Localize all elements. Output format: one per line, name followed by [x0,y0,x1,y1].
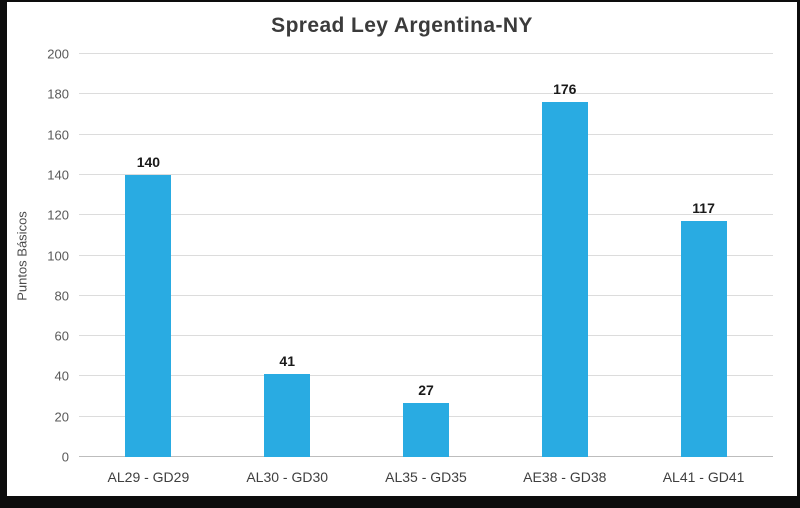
y-axis-label: Puntos Básicos [14,210,30,301]
bar [264,374,311,457]
bar-slot: 117 [634,54,773,457]
y-tick-label-180: 180 [47,86,69,102]
bar-slot: 176 [495,54,634,457]
bar-slot: 41 [218,54,357,457]
x-axis-label: AL35 - GD35 [385,469,467,485]
bar-value-label: 117 [692,200,715,217]
x-axis-label: AL30 - GD30 [246,469,329,485]
chart-body: Puntos Básicos 0 20 40 60 80 100 120 140 160 180 2… [7,47,797,465]
chart-title: Spread Ley Argentina-NY [271,14,533,37]
bar [541,102,588,457]
gridline-120 [79,214,773,216]
gridline-200 [79,53,773,54]
y-tick-label-40: 40 [54,368,69,384]
x-axis-label: AL41 - GD41 [662,469,745,485]
plot-area: 140 41 27 176 117 [79,53,773,457]
y-tick-label-60: 60 [54,328,69,344]
bar [125,174,172,457]
y-tick-label-100: 100 [47,248,69,263]
gridline-160 [79,133,773,135]
gridline-80 [79,294,773,296]
y-tick-label-160: 160 [47,127,69,143]
bar-value-label: 41 [279,353,295,370]
bars-container: 140 41 27 176 117 [79,54,773,457]
gridline-60 [79,335,773,337]
bar-slot: 27 [357,54,496,457]
bar-value-label: 27 [418,381,434,398]
gridline-180 [79,93,773,95]
y-tick-label-140: 140 [47,167,69,183]
y-tick-label-80: 80 [54,288,69,304]
y-tick-label-20: 20 [54,409,69,425]
y-tick-label-200: 200 [47,46,69,62]
gridline-100 [79,254,773,256]
gridline-140 [79,173,773,175]
gridline-40 [79,375,773,377]
y-axis-label-column: Puntos Básicos [7,54,37,457]
y-tick-label-0: 0 [61,449,69,465]
bar-chart: Spread Ley Argentina-NY Puntos Básicos 0… [7,2,797,496]
bar-value-label: 140 [136,153,161,170]
x-axis-label: AL29 - GD29 [107,469,190,485]
y-tick-label-120: 120 [47,207,69,223]
y-axis-ticks: 0 20 40 60 80 100 120 140 160 180 200 [37,47,79,465]
bar [402,402,449,457]
bar-value-label: 176 [553,81,577,98]
bar [680,221,727,457]
bar-slot: 140 [79,54,218,457]
x-axis-labels: AL29 - GD29 AL30 - GD30 AL35 - GD35 AE38 - … [79,469,773,485]
x-axis-label: AE38 - GD38 [523,469,607,485]
